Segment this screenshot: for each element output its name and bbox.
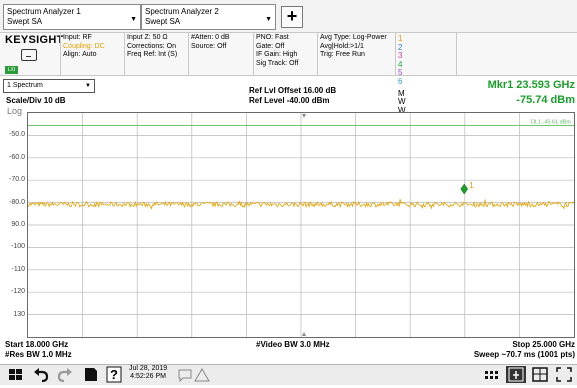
status-badge: LXI [5,66,18,74]
spectrum-display[interactable]: DL1 -45.61 dBm 1 [27,112,575,338]
help-icon[interactable]: ? [106,366,122,383]
brand-logo: KEYSIGHT [5,34,64,46]
trig-label: Trig: Free Run [320,51,365,59]
tab-title: Spectrum Analyzer 2 [145,7,219,16]
chevron-down-icon: ▼ [85,83,91,89]
trace-nums-3: 3 [398,51,403,61]
clock-time: 4:52:26 PM [130,373,166,380]
keyboard-icon[interactable] [482,366,502,383]
input-z-settings[interactable]: Input Z: 50 Ω Corrections: On Freq Ref: … [127,34,177,60]
window-select-value: 1 Spectrum [7,82,43,89]
trace-types-3: W [398,105,406,115]
ref-level-block[interactable]: Ref Lvl Offset 16.00 dB Ref Level -40.00… [249,86,336,106]
marker-amplitude: -75.74 dBm [516,94,575,106]
freq-ref-label: Freq Ref: Int (S) [127,51,178,59]
divider [188,33,189,75]
start-freq-label[interactable]: Start 18.000 GHz [5,340,69,349]
display-line-label: DL1 -45.61 dBm [531,120,571,126]
atten-settings[interactable]: #Atten: 0 dB Source: Off [191,34,230,51]
divider [395,33,396,75]
log-label: Log [7,106,23,116]
ref-level-arrow-icon [302,114,306,118]
multi-window-icon[interactable] [530,366,550,383]
coupling-label: Coupling: DC [63,42,105,50]
y-axis-tick-label: 90.0 [11,221,25,228]
windows-start-icon[interactable] [7,366,25,383]
y-axis-tick-label: -70.0 [9,176,25,184]
marker-1-tag: 1 [469,181,474,190]
trace-nums-4: 4 [398,59,403,69]
tab-subtitle: Swept SA [7,17,43,26]
scale-div-label: Scale/Div 10 dB [6,96,66,105]
add-screen-button[interactable]: + [281,6,303,28]
undo-icon[interactable] [32,366,50,383]
tab-spectrum-analyzer-2[interactable]: Spectrum Analyzer 2 Swept SA ▼ [141,4,276,30]
avg-hold-label: Avg|Hold:>1/1 [320,42,364,50]
chevron-down-icon: ▼ [265,16,272,23]
gate-label: Gate: Off [256,42,285,50]
marker-1-symbol[interactable] [460,183,469,195]
res-bw-label[interactable]: #Res BW 1.0 MHz [5,350,72,359]
tab-subtitle: Swept SA [145,17,181,26]
input-z-label: Input Z: 50 Ω [127,34,168,41]
redo-icon[interactable] [56,366,74,383]
fullscreen-icon[interactable] [554,366,574,383]
sweep-label[interactable]: Sweep ~70.7 ms (1001 pts) [473,350,575,359]
marker-frequency: Mkr1 23.593 GHz [487,79,575,91]
if-gain-label: IF Gain: High [256,51,298,59]
monitor-icon[interactable] [21,49,37,61]
sig-track-label: Sig Track: Off [256,59,299,67]
marker-readout[interactable]: Mkr1 23.593 GHz -75.74 dBm [488,78,575,108]
taskbar [0,364,577,385]
tab-title: Spectrum Analyzer 1 [7,7,81,16]
avg-settings[interactable]: Avg Type: Log-Power Avg|Hold:>1/1 Trig: … [320,34,387,60]
settings-panel [0,32,577,76]
divider [317,33,318,75]
ref-level-label: Ref Level -40.00 dBm [249,96,330,105]
align-label: Align: Auto [63,51,97,59]
y-axis-tick-label: -110 [11,265,26,273]
divider [124,33,125,75]
trace-nums-2: 2 [398,42,403,52]
divider [60,33,61,75]
video-bw-label[interactable]: #Video BW 3.0 MHz [256,340,330,349]
tab-spectrum-analyzer-1[interactable]: Spectrum Analyzer 1 Swept SA ▼ [3,4,141,30]
file-icon[interactable] [82,366,100,383]
y-axis-tick-label: -120 [10,288,25,296]
y-axis-tick-label: 130 [13,310,25,318]
clock-date: Jul 28, 2019 [129,365,168,372]
trace-nums-5: 5 [398,68,403,78]
trace-1 [28,199,574,210]
ref-offset-label: Ref Lvl Offset 16.00 dB [249,86,337,95]
touch-icon[interactable] [506,366,526,383]
notification-icons[interactable] [176,366,212,383]
y-axis-tick-label: -50.0 [9,131,25,139]
trace-types-2: W [398,97,406,107]
clock: Jul 28, 2019 4:52:26 PM [129,365,167,381]
window-select[interactable]: 1 Spectrum ▼ [3,79,95,93]
trace-types-1: M [398,88,405,98]
avg-type-label: Avg Type: Log-Power [320,34,387,41]
input-settings[interactable]: Input: RF Coupling: DC Align: Auto [63,34,105,60]
source-label: Source: Off [191,42,227,50]
atten-label: #Atten: 0 dB [191,34,230,41]
input-label: Input: RF [63,34,92,41]
plus-icon: + [286,6,298,26]
bw-settings[interactable]: PNO: Fast Gate: Off IF Gain: High Sig Tr… [256,34,298,68]
svg-text:?: ? [110,367,118,382]
pno-label: PNO: Fast [256,34,289,41]
y-axis-tick-label: -60.0 [9,153,25,161]
y-axis-tick-label: -100 [10,243,25,251]
trace-nums-6: 6 [398,76,403,86]
corrections-label: Corrections: On [127,42,177,50]
center-arrow-icon [302,332,306,336]
divider [456,33,457,75]
divider [253,33,254,75]
trace-nums-1: 1 [398,34,403,43]
stop-freq-label[interactable]: Stop 25.000 GHz [512,340,575,349]
y-axis-tick-label: -80.0 [9,198,25,206]
chevron-down-icon: ▼ [130,16,137,23]
